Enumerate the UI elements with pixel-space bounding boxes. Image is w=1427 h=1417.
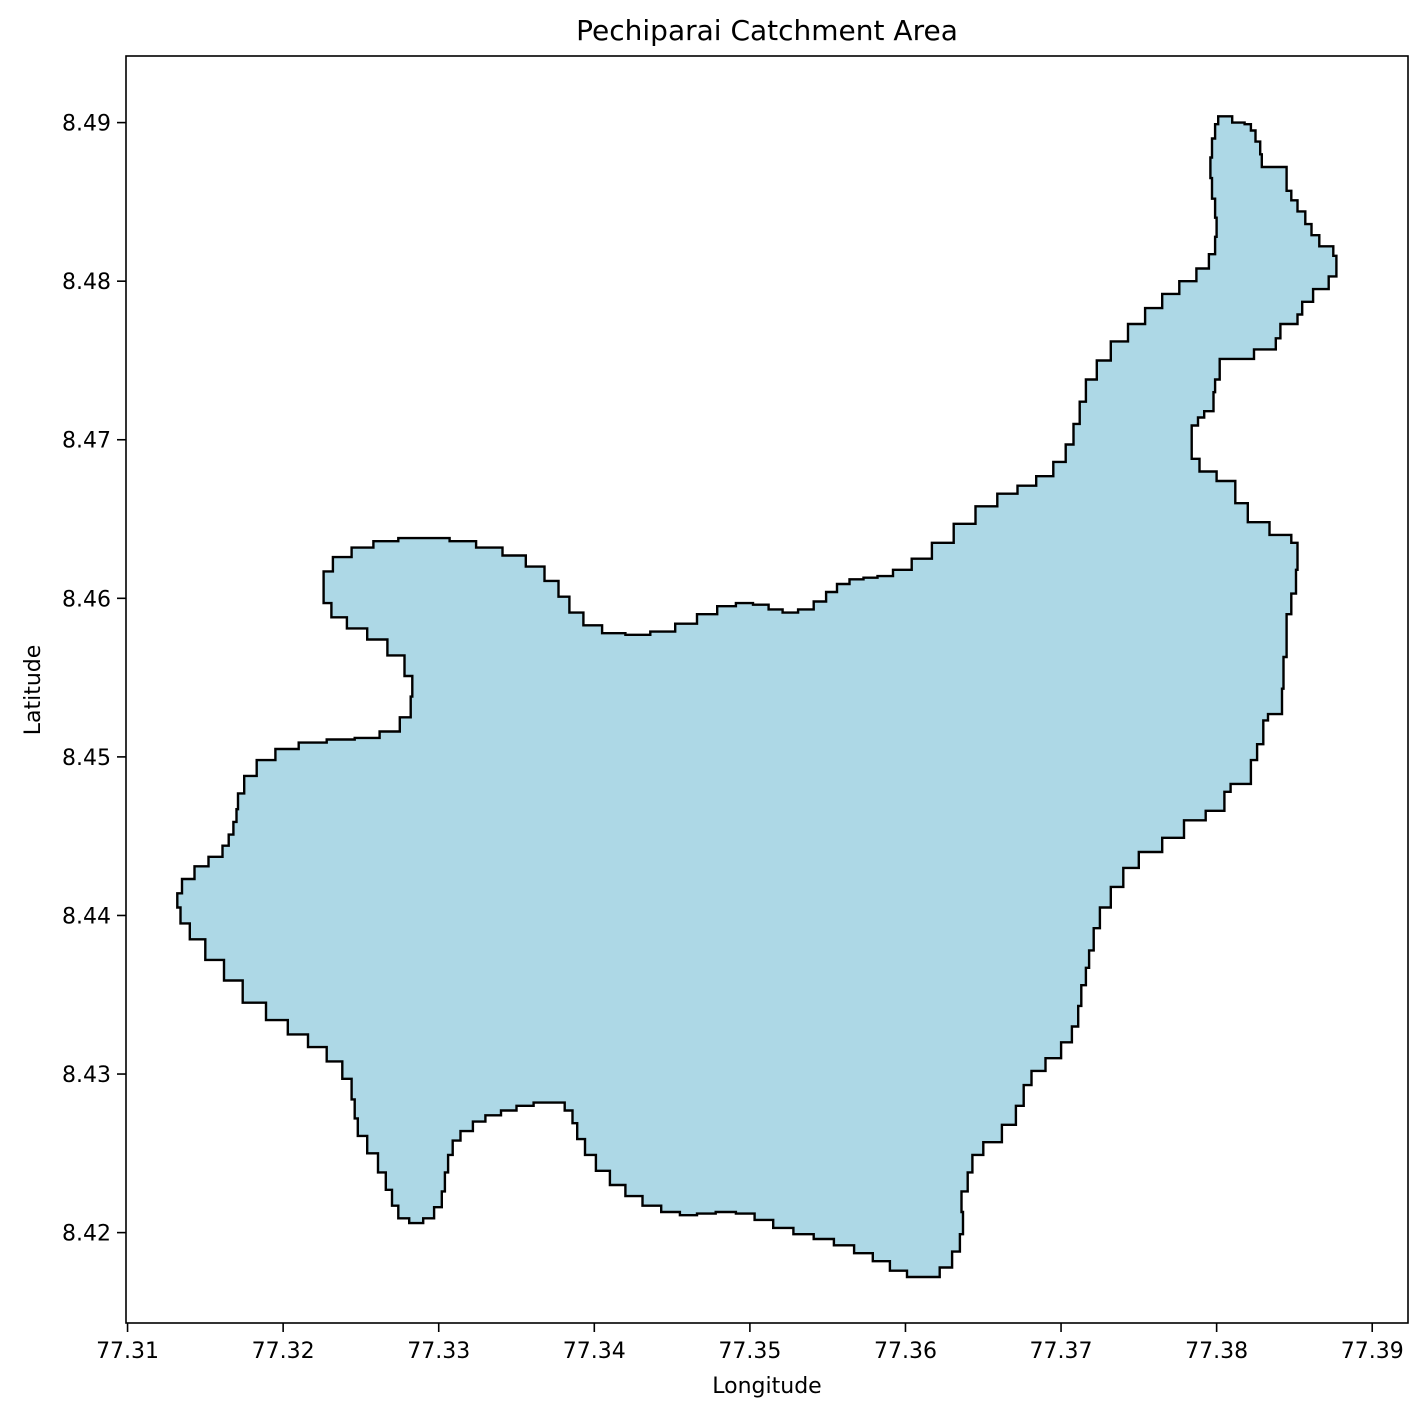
catchment-polygon (176, 115, 1338, 1279)
plot-frame (125, 55, 1409, 1324)
y-tick-label: 8.42 (62, 1222, 111, 1247)
y-tick-label: 8.46 (62, 587, 111, 612)
y-tick-label: 8.43 (62, 1063, 111, 1088)
x-tick-label: 77.38 (1185, 1339, 1248, 1364)
x-tick-label: 77.35 (718, 1339, 781, 1364)
x-axis: 77.31 77.32 77.33 77.34 77.35 77.36 77.37 77.38… (96, 1323, 1404, 1364)
y-tick-label: 8.49 (62, 112, 111, 137)
x-tick-label: 77.33 (407, 1339, 470, 1364)
x-axis-label: Longitude (712, 1374, 821, 1399)
y-tick-label: 8.47 (62, 429, 111, 454)
y-tick-label: 8.48 (62, 270, 111, 295)
x-tick-label: 77.32 (252, 1339, 315, 1364)
map-title: Pechiparai Catchment Area (576, 14, 958, 47)
y-axis: 8.49 8.48 8.47 8.46 8.45 8.44 8.43 8.42 (62, 112, 126, 1247)
x-tick-label: 77.34 (563, 1339, 626, 1364)
x-tick-label: 77.37 (1030, 1339, 1093, 1364)
y-axis-label: Latitude (21, 645, 46, 736)
y-tick-label: 8.45 (62, 746, 111, 771)
x-tick-label: 77.36 (874, 1339, 937, 1364)
x-tick-label: 77.39 (1341, 1339, 1404, 1364)
y-tick-label: 8.44 (62, 904, 111, 929)
x-tick-label: 77.31 (96, 1339, 159, 1364)
